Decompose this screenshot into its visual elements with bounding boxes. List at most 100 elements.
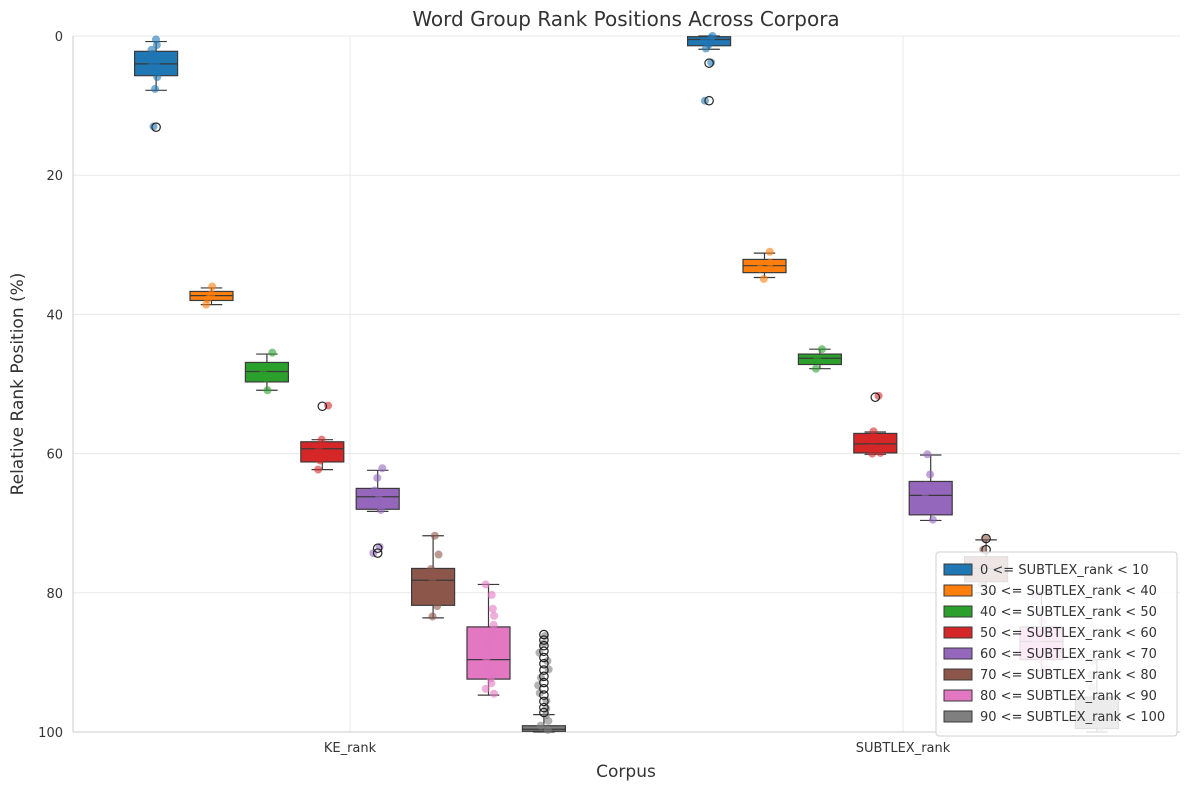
legend-label: 80 <= SUBTLEX_rank < 90 <box>980 689 1157 704</box>
strip-point <box>373 473 382 482</box>
outlier-point <box>539 702 549 713</box>
outlier-point <box>539 658 549 669</box>
strip-point <box>874 391 883 400</box>
outlier-point <box>539 684 549 694</box>
strip-point <box>765 247 774 256</box>
legend-label: 90 <= SUBTLEX_rank < 100 <box>980 710 1165 725</box>
strip-point <box>370 486 379 495</box>
strip-point <box>487 590 496 599</box>
strip-point <box>261 374 270 383</box>
y-tick-label: 20 <box>46 169 63 184</box>
legend-swatch <box>943 647 973 660</box>
outlier-point <box>539 629 549 640</box>
strip-point <box>921 493 930 502</box>
strip-point <box>433 602 442 611</box>
outlier-point <box>539 646 549 657</box>
strip-point <box>536 721 545 730</box>
y-tick-label: 60 <box>46 448 63 463</box>
strip-point <box>152 41 161 50</box>
outlier-point <box>870 392 881 403</box>
outlier-point <box>704 95 714 106</box>
outlier-point <box>372 548 383 558</box>
outlier-point <box>539 652 549 663</box>
strip-point <box>868 449 877 458</box>
strip-point <box>817 345 826 354</box>
y-tick-label: 40 <box>46 308 63 323</box>
strip-point <box>706 34 715 43</box>
strip-point <box>766 258 775 267</box>
strip-point <box>490 611 499 620</box>
strip-point <box>869 435 878 444</box>
x-axis-label: Corpus <box>596 762 656 782</box>
strip-point <box>813 354 822 363</box>
legend-label: 30 <= SUBTLEX_rank < 40 <box>980 584 1157 599</box>
strip-point <box>428 592 437 601</box>
strip-point <box>811 364 820 373</box>
strip-point <box>481 684 490 693</box>
outlier-point <box>981 533 991 544</box>
strip-point <box>428 574 437 583</box>
strip-point <box>759 274 768 283</box>
legend-swatch <box>943 668 973 681</box>
outlier-point <box>372 543 383 554</box>
strip-point <box>317 435 326 444</box>
y-tick-label: 80 <box>46 587 63 602</box>
strip-point <box>147 62 156 71</box>
strip-point <box>488 604 497 613</box>
strip-point <box>259 366 268 375</box>
legend-label: 0 <= SUBTLEX_rank < 10 <box>980 563 1149 578</box>
strip-point <box>151 84 160 93</box>
strip-point <box>434 550 443 559</box>
strip-point <box>202 300 211 309</box>
outlier-point <box>317 401 328 412</box>
strip-point <box>426 565 435 574</box>
strip-point <box>318 449 327 458</box>
strip-point <box>208 282 217 291</box>
legend-swatch <box>943 584 973 597</box>
strip-point <box>921 481 930 490</box>
strip-point <box>869 427 878 436</box>
strip-point <box>376 505 385 514</box>
chart-title: Word Group Rank Positions Across Corpora <box>412 7 839 31</box>
x-tick-label: KE_rank <box>324 741 377 756</box>
strip-point <box>543 725 552 734</box>
strip-point <box>755 264 764 273</box>
outlier-point <box>539 635 549 645</box>
legend-swatch <box>943 626 973 639</box>
outlier-point <box>539 696 549 707</box>
strip-point <box>316 456 325 465</box>
outlier-point <box>539 671 549 682</box>
y-tick-label: 100 <box>38 726 63 741</box>
strip-point <box>544 716 553 725</box>
strip-point <box>928 515 937 524</box>
outlier-point <box>539 640 549 651</box>
strip-point <box>485 644 494 653</box>
strip-point <box>926 470 935 479</box>
strip-point <box>876 448 885 457</box>
strip-point <box>487 679 496 688</box>
outlier-point <box>539 665 549 675</box>
legend-swatch <box>943 710 973 723</box>
legend-swatch <box>943 689 973 702</box>
strip-point <box>429 583 438 592</box>
x-tick-label: SUBTLEX_rank <box>856 741 951 756</box>
legend-label: 60 <= SUBTLEX_rank < 70 <box>980 647 1157 662</box>
outlier-point <box>151 122 161 132</box>
strip-point <box>268 348 277 357</box>
strip-point <box>314 465 323 474</box>
strip-point <box>537 673 546 682</box>
legend-label: 40 <= SUBTLEX_rank < 50 <box>980 605 1157 620</box>
strip-point <box>488 627 497 636</box>
strip-point <box>378 464 387 473</box>
legend-label: 70 <= SUBTLEX_rank < 80 <box>980 668 1157 683</box>
strip-point <box>701 44 710 53</box>
outlier-point <box>704 58 714 68</box>
legend-frame <box>935 551 1178 737</box>
strip-point <box>263 386 272 395</box>
strip-point <box>481 580 490 589</box>
strip-point <box>428 612 437 621</box>
outlier-point <box>539 677 549 688</box>
strip-point <box>925 505 934 514</box>
y-axis-label: Relative Rank Position (%) <box>8 273 28 496</box>
